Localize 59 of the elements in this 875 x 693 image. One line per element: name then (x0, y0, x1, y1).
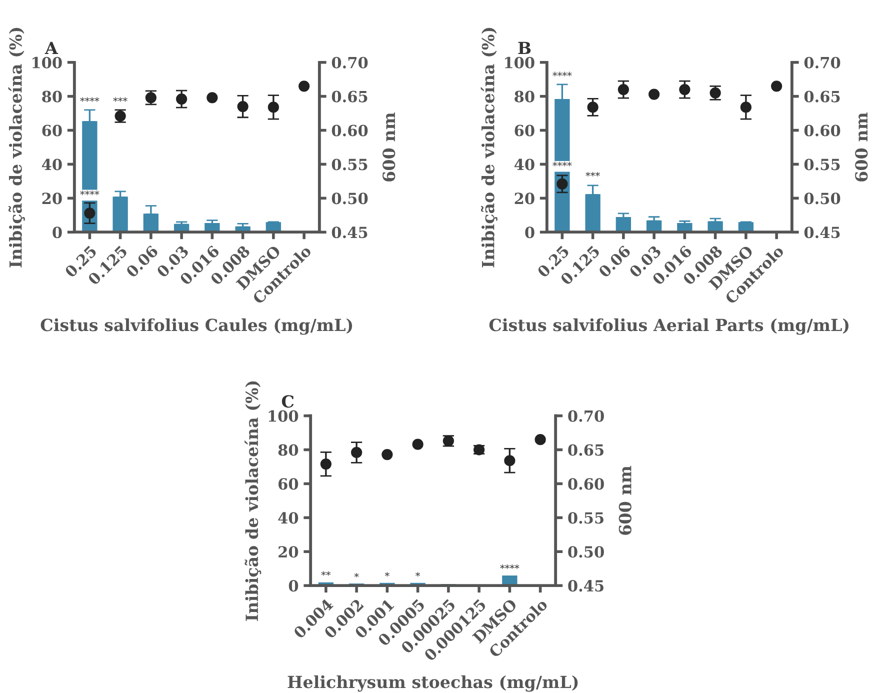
annotation: ** (321, 571, 331, 576)
annotation: **** (80, 97, 100, 102)
y-tick-label: 0 (525, 226, 534, 238)
annotation: **** (80, 190, 100, 196)
x-axis-title: Cistus salvifolius Caules (mg/mL) (40, 318, 352, 335)
y2-axis-title: 600 nm (618, 466, 632, 535)
annotation: * (384, 572, 390, 577)
y2-tick-label: 0.60 (332, 124, 368, 136)
y2-tick-label: 0.50 (804, 192, 840, 204)
x-axis-title: Cistus salvifolius Aerial Parts (mg/mL) (489, 318, 848, 335)
annotation: **** (500, 564, 520, 569)
y-tick-label: 60 (278, 478, 298, 490)
y-tick-label: 40 (278, 512, 298, 524)
y2-tick-label: 0.60 (568, 478, 604, 490)
y2-tick-label: 0.65 (332, 90, 368, 102)
annotation: **** (552, 162, 572, 166)
y2-tick-label: 0.65 (568, 444, 604, 456)
y-tick-label: 40 (514, 158, 534, 170)
y2-tick-label: 0.55 (332, 158, 368, 170)
y-tick-label: 60 (514, 124, 534, 136)
y-tick-label: 80 (514, 90, 534, 102)
y2-tick-label: 0.45 (804, 226, 840, 238)
y2-tick-label: 0.70 (568, 410, 604, 422)
y-axis-title: Inibição de violaceína (%) (480, 28, 498, 268)
chart-title: B (518, 42, 531, 54)
y2-tick-label: 0.45 (568, 580, 604, 592)
y-tick-label: 40 (42, 158, 62, 170)
annotation: **** (552, 72, 572, 76)
y-tick-label: 20 (278, 546, 298, 558)
y2-tick-label: 0.70 (332, 56, 368, 68)
y2-tick-label: 0.65 (804, 90, 840, 102)
chart-title: C (282, 395, 294, 408)
y2-axis-title: 600 nm (382, 112, 396, 182)
y-tick-label: 0 (288, 580, 298, 592)
y-tick-label: 100 (505, 56, 534, 68)
chart-title: A (44, 42, 58, 54)
y-tick-label: 100 (268, 410, 298, 422)
y-tick-label: 80 (278, 444, 298, 456)
y2-tick-label: 0.55 (804, 158, 840, 170)
y2-tick-label: 0.50 (568, 546, 604, 558)
y2-tick-label: 0.60 (804, 124, 840, 136)
y-axis-title: Inibição de violaceína (%) (244, 381, 262, 621)
y2-tick-label: 0.45 (332, 226, 368, 238)
y2-tick-label: 0.50 (332, 192, 368, 204)
y-tick-label: 20 (42, 192, 62, 204)
annotation: * (416, 572, 420, 577)
annotation: *** (586, 172, 600, 176)
annotation: *** (113, 97, 128, 102)
y2-axis-title: 600 nm (855, 112, 868, 182)
y2-tick-label: 0.55 (568, 512, 604, 524)
y2-tick-label: 0.70 (804, 56, 840, 68)
y-tick-label: 100 (32, 56, 62, 68)
y-tick-label: 0 (52, 226, 62, 238)
x-axis-title: Helichrysum stoechas (mg/mL) (288, 675, 578, 692)
annotation: * (354, 572, 359, 578)
y-tick-label: 80 (42, 90, 62, 102)
y-tick-label: 60 (42, 124, 62, 136)
y-axis-title: Inibição de violaceína (%) (8, 28, 25, 268)
y-tick-label: 20 (514, 192, 534, 204)
